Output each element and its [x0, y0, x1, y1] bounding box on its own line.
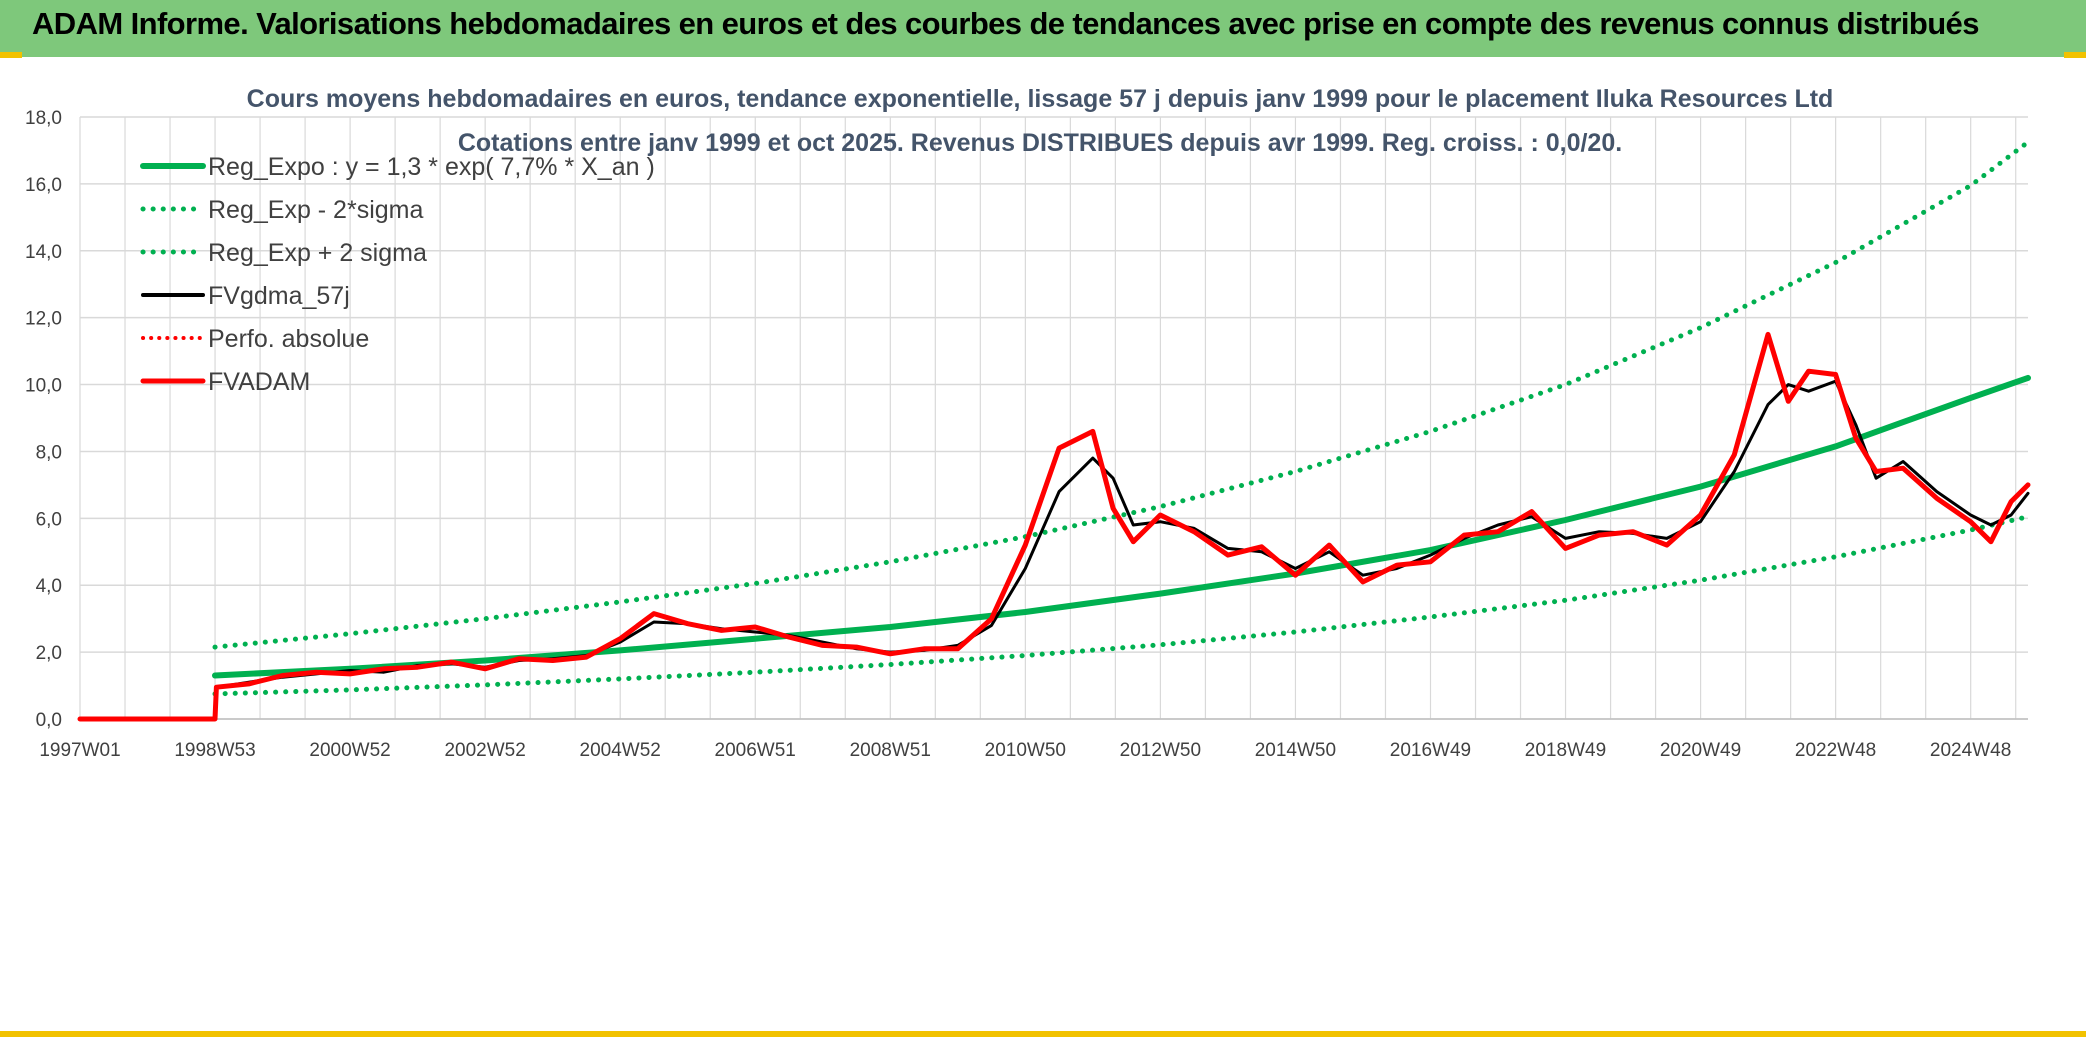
x-tick-label: 1998W53: [174, 740, 255, 761]
x-tick-label: 2008W51: [850, 740, 931, 761]
y-tick-label: 6,0: [36, 509, 62, 530]
x-tick-label: 2024W48: [1930, 740, 2011, 761]
y-tick-label: 2,0: [36, 643, 62, 664]
x-tick-label: 2016W49: [1390, 740, 1471, 761]
header-bar: ADAM Informe. Valorisations hebdomadaire…: [0, 0, 2086, 57]
legend-label-reg_expo: Reg_Expo : y = 1,3 * exp( 7,7% * X_an ): [208, 153, 655, 181]
bottom-accent-bar: [0, 1031, 2086, 1037]
y-tick-label: 4,0: [36, 576, 62, 597]
x-tick-label: 2022W48: [1795, 740, 1876, 761]
y-tick-label: 18,0: [25, 108, 62, 129]
y-axis-ticks: 0,0 2,0 4,0 6,0 8,0 10,0 12,0 14,0 16,0 18,0: [25, 108, 62, 731]
legend-label-reg_lo: Reg_Exp - 2*sigma: [208, 196, 423, 224]
x-tick-label: 2020W49: [1660, 740, 1741, 761]
x-tick-label: 2002W52: [444, 740, 525, 761]
corner-tab-left: [0, 52, 22, 58]
x-tick-label: 2000W52: [309, 740, 390, 761]
chart-area: Cours moyens hebdomadaires en euros, ten…: [25, 85, 2031, 761]
legend-label-fvadam: FVADAM: [208, 368, 310, 396]
chart-title: Cours moyens hebdomadaires en euros, ten…: [247, 85, 1834, 113]
legend: Reg_Expo : y = 1,3 * exp( 7,7% * X_an ) R…: [140, 153, 655, 396]
series-line-reg_lo: [212, 514, 2031, 697]
x-tick-label: 2004W52: [580, 740, 661, 761]
legend-label-reg_hi: Reg_Exp + 2 sigma: [208, 239, 427, 267]
header-title: ADAM Informe. Valorisations hebdomadaire…: [32, 6, 1979, 41]
y-tick-label: 10,0: [25, 376, 62, 397]
x-tick-label: 2012W50: [1120, 740, 1201, 761]
grid: [79, 116, 2028, 720]
y-tick-label: 12,0: [25, 309, 62, 330]
series-lines: [77, 139, 2031, 722]
series-line-fvadam: [77, 331, 2031, 722]
x-tick-label: 2010W50: [985, 740, 1066, 761]
y-tick-label: 16,0: [25, 175, 62, 196]
y-tick-label: 14,0: [25, 242, 62, 263]
y-tick-label: 0,0: [36, 710, 62, 731]
corner-tab-right: [2064, 52, 2086, 58]
legend-label-perfo: Perfo. absolue: [208, 325, 369, 353]
x-tick-label: 2014W50: [1255, 740, 1336, 761]
series-line-reg_hi: [212, 139, 2031, 650]
x-tick-label: 2018W49: [1525, 740, 1606, 761]
y-tick-label: 8,0: [36, 442, 62, 463]
x-tick-label: 2006W51: [715, 740, 796, 761]
x-axis-ticks: 1997W01 1998W53 2000W52 2002W52 2004W52 2006W…: [39, 740, 2011, 761]
x-tick-label: 1997W01: [39, 740, 120, 761]
chart-subtitle: Cotations entre janv 1999 et oct 2025. R…: [458, 129, 1622, 157]
legend-label-fvgdma: FVgdma_57j: [208, 282, 350, 310]
